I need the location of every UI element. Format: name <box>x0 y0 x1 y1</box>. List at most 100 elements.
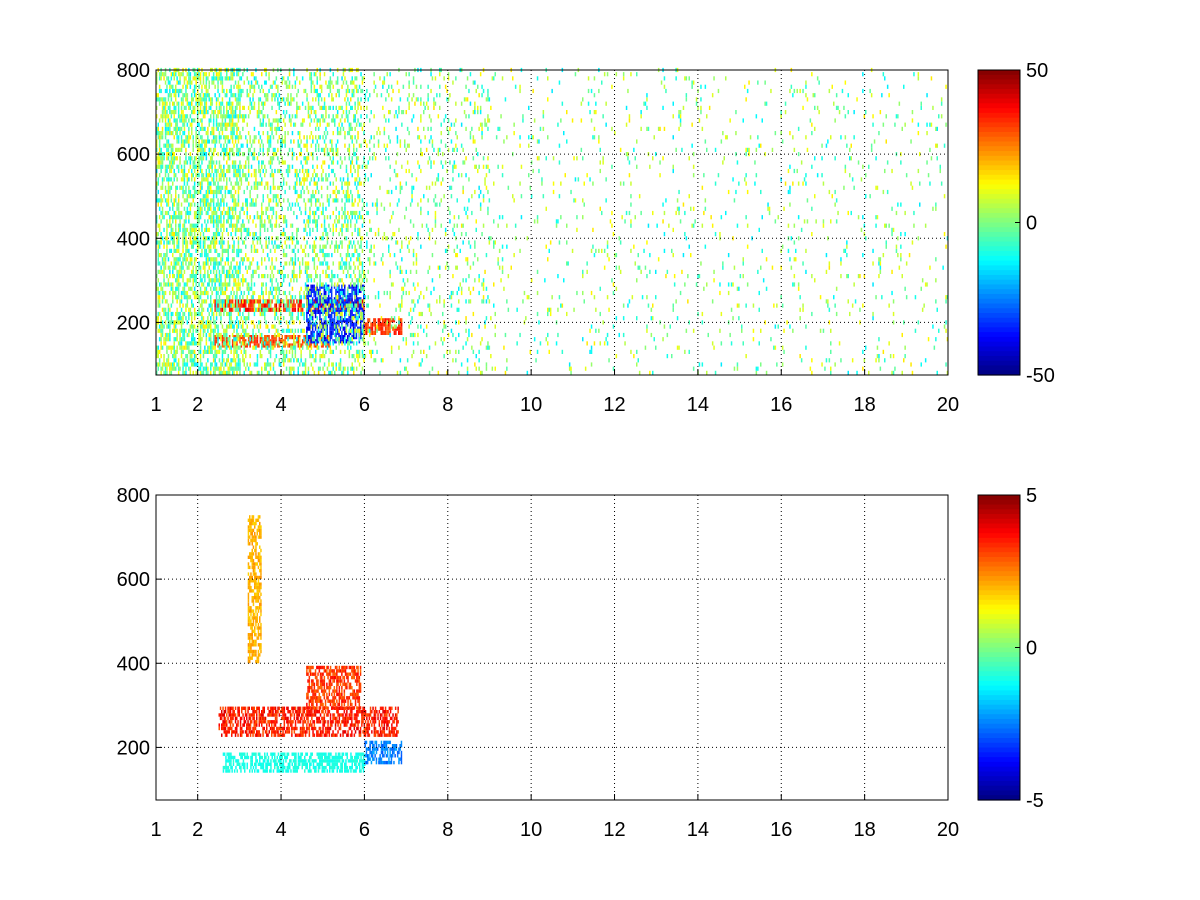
heatmap-cell <box>242 206 244 211</box>
heatmap-cell <box>228 114 231 119</box>
heatmap-cell <box>243 316 245 321</box>
heatmap-cell <box>220 286 222 291</box>
heatmap-cell <box>210 324 212 329</box>
heatmap-cell <box>163 290 165 296</box>
heatmap-cell <box>245 244 247 249</box>
heatmap-cell <box>316 173 318 178</box>
heatmap-cell <box>223 164 225 169</box>
heatmap-cell <box>285 328 288 333</box>
heatmap-cell <box>215 202 218 207</box>
heatmap-cell <box>265 97 267 102</box>
heatmap-cell <box>236 354 238 359</box>
heatmap-cell <box>201 143 203 148</box>
heatmap-cell <box>236 349 238 354</box>
heatmap-cell <box>268 215 270 220</box>
heatmap-cell <box>183 227 186 232</box>
heatmap-cell <box>314 314 317 319</box>
heatmap-cell <box>323 257 326 262</box>
heatmap-cell <box>365 322 368 327</box>
heatmap-cell <box>175 286 177 291</box>
heatmap-cell <box>212 215 215 220</box>
heatmap-cell <box>236 303 238 308</box>
heatmap-cell <box>186 341 189 346</box>
heatmap-cell <box>183 332 186 338</box>
heatmap-cell <box>180 328 183 333</box>
heatmap-cell <box>185 261 187 266</box>
heatmap-cell <box>160 135 162 140</box>
heatmap-cell <box>189 278 192 283</box>
heatmap-cell <box>207 282 209 287</box>
heatmap-cell <box>348 297 350 302</box>
heatmap-cell <box>287 101 289 106</box>
heatmap-cell <box>371 330 374 335</box>
heatmap-cell <box>158 358 161 363</box>
heatmap-cell <box>230 311 232 317</box>
heatmap-cell <box>220 345 222 350</box>
heatmap-cell <box>330 330 333 335</box>
heatmap-cell <box>233 72 235 77</box>
heatmap-cell <box>384 330 387 335</box>
heatmap-cell <box>246 232 248 237</box>
heatmap-cell <box>164 198 167 203</box>
heatmap-cell <box>170 160 173 165</box>
heatmap-cell <box>217 366 219 371</box>
heatmap-cell <box>306 303 308 308</box>
heatmap-cell <box>271 290 273 296</box>
heatmap-cell <box>226 311 228 317</box>
heatmap-cell <box>274 194 276 199</box>
heatmap-cell <box>212 337 215 342</box>
heatmap-cell <box>328 173 330 178</box>
heatmap-cell <box>303 198 305 203</box>
heatmap-cell <box>291 131 294 136</box>
heatmap-cell <box>166 337 168 342</box>
heatmap-cell <box>247 316 250 321</box>
heatmap-cell <box>234 168 237 174</box>
heatmap-cell <box>347 181 349 186</box>
heatmap-cell <box>389 318 391 323</box>
heatmap-cell <box>262 160 264 165</box>
heatmap-cell <box>247 307 250 312</box>
heatmap-cell <box>212 114 215 119</box>
heatmap-cell <box>202 139 205 144</box>
heatmap-cell <box>325 328 327 333</box>
heatmap-cell <box>344 309 346 314</box>
heatmap-cell <box>282 248 285 253</box>
heatmap-cell <box>227 219 229 224</box>
heatmap-cell <box>287 307 289 312</box>
heatmap-cell <box>215 269 218 274</box>
heatmap-cell <box>185 354 187 359</box>
heatmap-cell <box>231 122 234 127</box>
heatmap-cell <box>204 101 206 106</box>
heatmap-cell <box>236 328 238 333</box>
heatmap-cell <box>228 341 231 346</box>
heatmap-cell <box>192 244 194 249</box>
heatmap-cell <box>227 269 229 274</box>
heatmap-cell <box>188 168 190 174</box>
heatmap-cell <box>221 269 224 274</box>
heatmap-cell <box>246 122 248 127</box>
heatmap-cell <box>258 307 260 312</box>
heatmap-cell <box>218 219 221 224</box>
heatmap-cell <box>192 358 194 363</box>
heatmap-cell <box>329 194 332 199</box>
heatmap-cell <box>182 223 184 228</box>
heatmap-cell <box>236 253 238 258</box>
heatmap-cell <box>233 240 235 245</box>
heatmap-cell <box>208 227 210 232</box>
heatmap-cell <box>161 286 164 291</box>
heatmap-cell <box>341 198 343 203</box>
heatmap-cell <box>312 337 314 342</box>
heatmap-cell <box>265 303 267 308</box>
heatmap-cell <box>210 278 212 283</box>
heatmap-cell <box>258 110 260 115</box>
heatmap-cell <box>303 189 305 195</box>
heatmap-cell <box>223 122 225 127</box>
heatmap-cell <box>285 303 288 308</box>
heatmap-cell <box>271 105 273 110</box>
heatmap-cell <box>281 358 283 363</box>
heatmap-cell <box>239 311 241 317</box>
heatmap-cell <box>269 265 272 270</box>
heatmap-cell <box>281 160 283 165</box>
heatmap-cell <box>224 194 227 199</box>
heatmap-cell <box>199 345 202 350</box>
